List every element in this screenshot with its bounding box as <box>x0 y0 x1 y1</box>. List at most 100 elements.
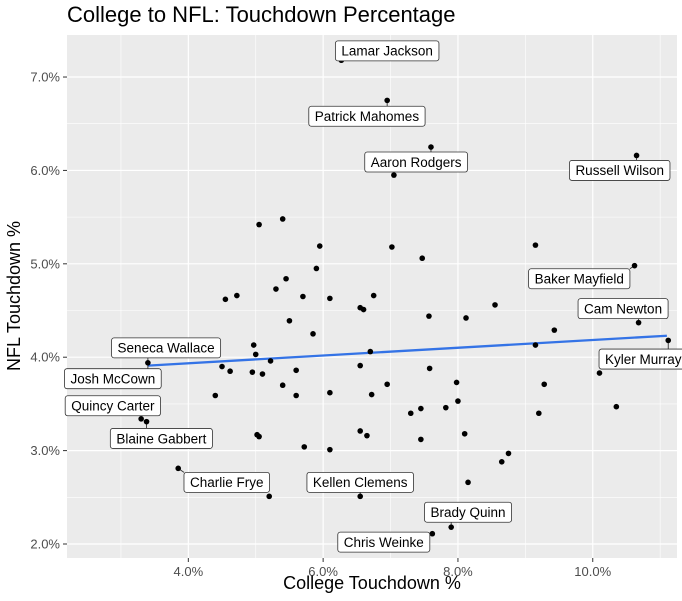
data-point <box>316 243 323 249</box>
point-label-text: Blaine Gabbert <box>116 431 206 446</box>
point-label: Kellen Clemens <box>306 471 414 493</box>
point-label-box <box>334 40 440 62</box>
data-point <box>505 450 512 457</box>
data-point <box>407 410 414 417</box>
point-label-text: Aaron Rodgers <box>371 155 462 170</box>
data-point <box>249 369 256 375</box>
point-label-text: Quincy Carter <box>71 399 155 414</box>
point-label-text: Baker Mayfield <box>535 272 624 287</box>
data-point <box>631 262 638 269</box>
data-point <box>461 430 468 437</box>
point-label: Baker Mayfield <box>528 268 631 290</box>
data-point <box>175 465 182 472</box>
x-tick-label: 4.0% <box>174 564 204 579</box>
axis-ticks: 4.0% 6.0% 8.0% 10.0% 2.0% 3.0% 4.0% 5.0% 6.0% 7.0… <box>30 70 611 579</box>
point-label-box <box>364 151 468 173</box>
point-label-box <box>598 348 682 370</box>
point-label-box <box>306 471 414 493</box>
y-tick-label: 3.0% <box>30 443 60 458</box>
data-point <box>327 295 333 302</box>
x-tick-label: 8.0% <box>443 564 473 579</box>
point-label-text: Charlie Frye <box>190 475 264 490</box>
point-label-text: Kellen Clemens <box>313 475 408 490</box>
data-point <box>138 416 144 422</box>
data-point <box>453 379 460 386</box>
point-label-box <box>577 298 669 320</box>
data-point <box>293 392 299 399</box>
point-label: Cam Newton <box>577 298 669 320</box>
x-tick-label: 10.0% <box>574 564 611 579</box>
data-point <box>443 404 449 411</box>
data-point <box>360 306 367 313</box>
data-point <box>279 382 286 389</box>
point-label-box <box>109 428 213 449</box>
data-point <box>384 381 390 388</box>
data-point <box>532 342 539 348</box>
data-point <box>367 348 374 355</box>
data-point <box>300 293 306 300</box>
point-label-text: Russell Wilson <box>575 163 664 178</box>
data-point <box>234 292 240 299</box>
point-label-text: Seneca Wallace <box>118 341 215 356</box>
point-label-box <box>64 395 161 417</box>
data-point <box>222 296 229 303</box>
data-point <box>357 493 364 500</box>
data-point <box>250 342 257 348</box>
point-label-box <box>424 501 512 523</box>
data-point <box>596 370 603 376</box>
data-point <box>613 403 620 410</box>
data-point <box>633 152 640 159</box>
point-label-text: Kyler Murray <box>605 352 682 367</box>
data-point <box>492 302 498 308</box>
point-label: Russell Wilson <box>569 160 671 181</box>
point-label: Brady Quinn <box>424 501 512 523</box>
point-label-text: Chris Weinke <box>344 535 424 550</box>
data-point <box>419 255 426 262</box>
data-point <box>389 244 395 250</box>
point-label-box <box>337 531 431 553</box>
point-label-text: Brady Quinn <box>431 505 506 520</box>
data-point <box>498 459 505 465</box>
data-point <box>227 368 233 375</box>
point-labels: Lamar Jackson Patrick Mahomes Aaron Rodger… <box>64 40 682 553</box>
x-tick-label: 6.0% <box>308 564 338 579</box>
data-point <box>145 360 151 366</box>
data-point <box>357 362 364 369</box>
data-point <box>536 410 542 417</box>
y-tick-label: 6.0% <box>30 163 60 178</box>
x-axis-title: College Touchdown % <box>283 573 461 593</box>
data-point <box>426 365 433 372</box>
point-label-box <box>569 160 671 181</box>
chart-title: College to NFL: Touchdown Percentage <box>67 2 456 27</box>
data-point <box>370 292 377 299</box>
data-point <box>391 172 397 178</box>
data-point <box>286 317 293 324</box>
data-point <box>279 216 286 222</box>
point-label: Josh McCown <box>64 368 162 390</box>
data-point <box>259 371 266 377</box>
data-point <box>283 275 289 282</box>
data-point <box>384 97 390 104</box>
point-label: Aaron Rodgers <box>364 151 468 173</box>
data-point <box>219 363 225 370</box>
data-points <box>138 57 672 537</box>
point-label: Blaine Gabbert <box>109 428 213 449</box>
data-point <box>455 398 461 404</box>
point-label-text: Cam Newton <box>584 301 662 316</box>
data-point <box>428 144 434 150</box>
data-point <box>665 337 672 344</box>
data-point <box>364 432 370 439</box>
point-label-box <box>308 105 426 127</box>
data-point <box>267 358 274 364</box>
y-tick-label: 4.0% <box>30 350 60 365</box>
y-axis-title: NFL Touchdown % <box>4 221 24 371</box>
point-label: Kyler Murray <box>598 348 682 370</box>
data-point <box>310 331 316 337</box>
data-point <box>551 327 558 333</box>
data-point <box>357 428 364 434</box>
data-point <box>293 367 299 374</box>
y-tick-label: 2.0% <box>30 536 60 551</box>
trend-line <box>147 334 667 367</box>
data-point <box>448 524 454 530</box>
y-tick-label: 7.0% <box>30 70 60 85</box>
